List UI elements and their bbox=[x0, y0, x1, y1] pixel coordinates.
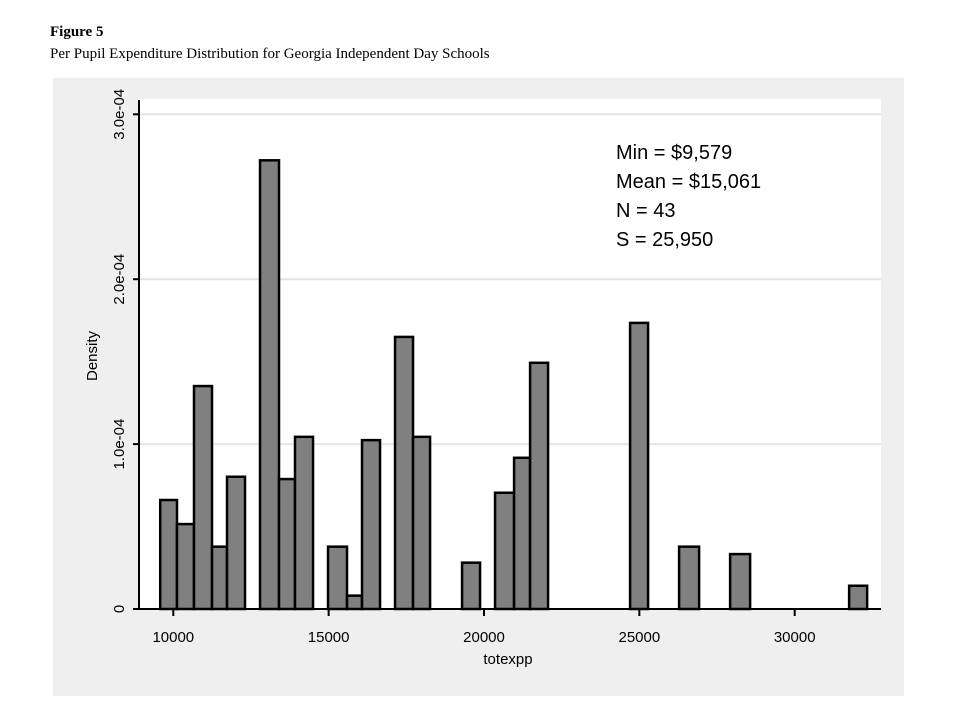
histogram-bar bbox=[460, 561, 482, 611]
histogram-bar bbox=[512, 456, 532, 611]
annotation-s: S = 25,950 bbox=[616, 229, 713, 251]
histogram-bar bbox=[411, 435, 432, 611]
x-tick-label: 10000 bbox=[152, 629, 194, 646]
figure-label: Figure 5 bbox=[50, 24, 104, 40]
y-tick-label: 2.0e-04 bbox=[111, 254, 128, 305]
histogram-bar bbox=[175, 522, 196, 611]
histogram-bar bbox=[277, 477, 297, 611]
histogram-bar bbox=[225, 475, 247, 611]
x-tick-label: 20000 bbox=[463, 629, 505, 646]
histogram-bar bbox=[847, 584, 869, 611]
histogram-bar bbox=[192, 384, 214, 611]
y-axis-title: Density bbox=[84, 330, 101, 381]
histogram-bar bbox=[493, 491, 516, 611]
stats-annotation: Min = $9,579 Mean = $15,061 N = 43 S = 2… bbox=[616, 142, 761, 251]
histogram-bar bbox=[677, 545, 701, 611]
histogram-bar bbox=[326, 545, 349, 611]
histogram-bar bbox=[258, 159, 281, 611]
x-tick-label: 25000 bbox=[618, 629, 660, 646]
histogram-bar bbox=[345, 594, 364, 611]
histogram-bar bbox=[293, 435, 315, 611]
x-axis-title: totexpp bbox=[483, 651, 532, 668]
histogram-bar bbox=[393, 335, 415, 611]
annotation-n: N = 43 bbox=[616, 200, 675, 222]
histogram-bar bbox=[628, 321, 650, 611]
figure-title: Per Pupil Expenditure Distribution for G… bbox=[50, 46, 490, 62]
annotation-mean: Mean = $15,061 bbox=[616, 171, 761, 193]
y-tick-label: 3.0e-04 bbox=[111, 89, 128, 140]
histogram-bar bbox=[728, 552, 752, 611]
histogram-bar bbox=[360, 438, 382, 611]
histogram-bar bbox=[528, 361, 550, 611]
x-tick-label: 15000 bbox=[308, 629, 350, 646]
y-tick-label: 0 bbox=[111, 605, 128, 613]
annotation-min: Min = $9,579 bbox=[616, 142, 732, 164]
histogram-bar bbox=[158, 498, 179, 611]
y-tick-label: 1.0e-04 bbox=[111, 419, 128, 470]
x-tick-label: 30000 bbox=[774, 629, 816, 646]
histogram-bar bbox=[210, 545, 229, 611]
